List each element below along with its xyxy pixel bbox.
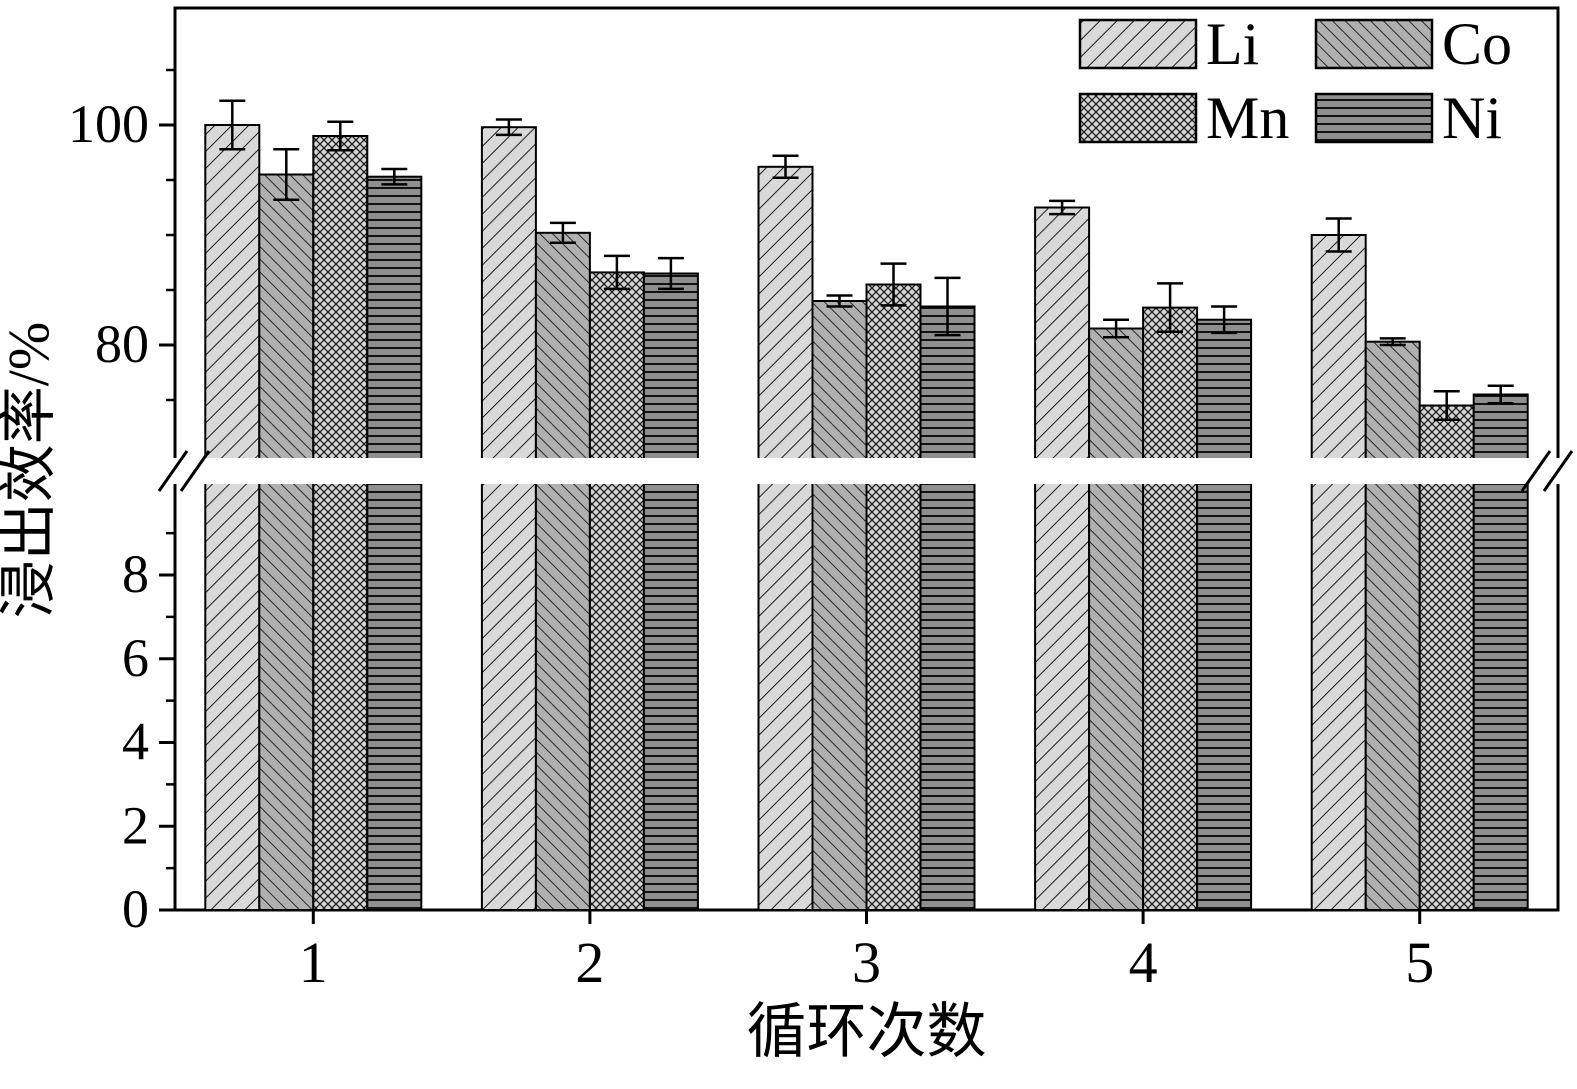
bar-group-1 [204,99,423,911]
bar-Co-cycle-5 [1364,340,1421,911]
error-bar-Co-cycle-1 [273,147,300,202]
error-bar-Li-cycle-5 [1325,217,1352,253]
bar-group-4 [1034,199,1253,912]
error-bar-Li-cycle-4 [1049,199,1076,216]
y-axis: 80 100 0 2 4 6 8 [68,68,175,939]
bar-Ni-cycle-2 [642,272,699,911]
y-tick-label: 0 [122,879,149,939]
axis-break-mark [157,450,189,492]
y-tick-label: 2 [122,795,149,855]
error-bar-Co-cycle-3 [826,294,853,308]
error-bar-Ni-cycle-5 [1487,384,1514,405]
error-bar-Li-cycle-3 [772,154,799,180]
error-bar-Mn-cycle-1 [327,120,354,152]
error-bar-Li-cycle-2 [495,118,522,137]
error-bar-Co-cycle-2 [549,221,576,244]
y-axis-title: 浸出效率/% [0,322,61,618]
y-tick-label: 6 [122,628,149,688]
bar-Co-cycle-2 [534,231,591,912]
error-bar-Ni-cycle-2 [657,256,684,291]
legend-label-Li: Li [1206,11,1259,77]
x-tick-label: 5 [1405,930,1434,995]
error-bar-Ni-cycle-3 [934,276,961,337]
bar-Ni-cycle-3 [919,305,976,911]
axis-break-mark [1520,450,1552,492]
bar-Ni-cycle-4 [1196,318,1253,911]
bar-Li-cycle-1 [204,124,261,911]
legend-swatch-Li [1078,18,1198,70]
legend-label-Ni: Ni [1442,85,1502,151]
bar-group-2 [480,118,699,912]
error-bar-Mn-cycle-4 [1157,282,1184,334]
error-bar-Ni-cycle-4 [1211,305,1238,335]
error-bar-Li-cycle-1 [219,99,246,151]
bar-Mn-cycle-1 [312,135,369,911]
error-bar-Mn-cycle-5 [1433,389,1460,422]
x-tick-label: 3 [852,930,881,995]
bar-Li-cycle-3 [757,165,814,912]
bar-Mn-cycle-2 [588,271,645,911]
y-tick-label: 80 [95,314,149,374]
bar-Ni-cycle-1 [366,175,423,911]
legend-item-Ni: Ni [1314,85,1502,151]
legend: Li Co Mn Ni [1078,11,1512,151]
legend-swatch-Mn [1078,92,1198,144]
y-tick-label: 100 [68,94,149,154]
error-bar-Co-cycle-5 [1379,337,1406,347]
y-tick-label: 4 [122,712,149,772]
axis-break-mark [1542,450,1574,492]
bar-Co-cycle-4 [1088,327,1145,911]
legend-item-Li: Li [1078,11,1259,77]
bar-group-3 [757,154,976,912]
legend-swatch-Co [1314,18,1434,70]
bars [204,99,1529,912]
x-tick-label: 2 [575,930,604,995]
legend-label-Co: Co [1442,11,1512,77]
legend-item-Co: Co [1314,11,1512,77]
x-tick-label: 1 [299,930,328,995]
bar-Li-cycle-2 [480,126,537,911]
bar-Mn-cycle-4 [1142,306,1199,912]
bar-Li-cycle-4 [1034,206,1091,911]
axis-break-band [173,458,1560,484]
axis-break-mark [179,450,211,492]
error-bar-Ni-cycle-1 [381,167,408,186]
bar-Mn-cycle-5 [1418,404,1475,911]
legend-label-Mn: Mn [1206,85,1289,151]
x-axis-title: 循环次数 [747,999,987,1065]
error-bar-Co-cycle-4 [1103,318,1130,339]
error-bar-Mn-cycle-2 [603,254,630,291]
bar-Co-cycle-3 [811,300,868,911]
x-axis: 1 2 3 4 5 [299,910,1434,995]
y-tick-label: 8 [122,544,149,604]
legend-swatch-Ni [1314,92,1434,144]
bar-Mn-cycle-3 [865,283,922,911]
error-bar-Mn-cycle-3 [880,262,907,307]
x-tick-label: 4 [1129,930,1158,995]
legend-item-Mn: Mn [1078,85,1289,151]
bar-Co-cycle-1 [258,173,315,911]
bar-Li-cycle-5 [1310,234,1367,911]
